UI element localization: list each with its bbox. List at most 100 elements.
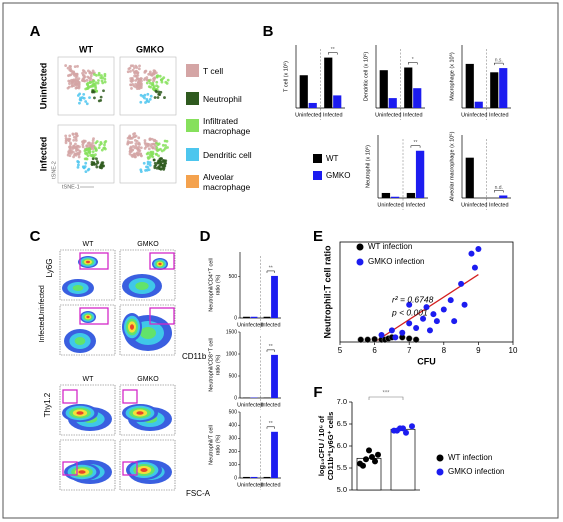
tsne-dot (139, 100, 143, 104)
tsne-dot (92, 162, 96, 166)
bar (263, 476, 271, 478)
tsne-plot (57, 56, 115, 116)
tsne-dot (148, 161, 152, 164)
tsne-dot (134, 144, 138, 148)
flow-density (72, 285, 84, 291)
tsne-dot (95, 73, 98, 77)
significance-label: ** (269, 265, 273, 271)
significance-label: ** (269, 344, 273, 350)
significance-bracket (408, 62, 418, 65)
tsne-dot (153, 138, 157, 142)
tsne-dot (97, 79, 100, 82)
tsne-dot (147, 147, 151, 151)
bar (465, 157, 474, 198)
tsne-dot (101, 76, 105, 80)
tsne-dot (103, 143, 106, 147)
x-tick-label: Uninfected (237, 322, 263, 328)
tsne-dot (157, 154, 160, 158)
tsne-dot (68, 64, 72, 68)
tsne-dot (82, 92, 86, 96)
tsne-dot (67, 137, 71, 141)
tsne-dot (68, 82, 71, 86)
tsne-dot (140, 154, 143, 158)
scatter-point (440, 306, 447, 313)
column-label: WT (83, 241, 95, 248)
tsne-dot (159, 78, 163, 82)
y-tick-label: 0 (234, 315, 237, 321)
tsne-dot (98, 143, 102, 147)
tsne-dot (128, 66, 132, 70)
y-tick-label: 500 (229, 373, 238, 379)
y-axis-label: Macrophage (x 10⁵) (448, 52, 455, 101)
tsne-dot (133, 154, 136, 158)
significance-label: n.s. (495, 57, 503, 63)
tsne-dot (149, 144, 153, 148)
column-label: WT (79, 44, 93, 54)
tsne-dot (142, 161, 146, 165)
scatter-point (371, 335, 378, 343)
y-axis-label: T cell (x 10⁵) (282, 61, 289, 92)
tsne-dot (77, 163, 80, 167)
tsne-dot (134, 85, 138, 89)
tsne-dot (76, 64, 79, 68)
legend-marker (436, 468, 444, 476)
column-label: GMKO (137, 376, 159, 383)
axis-label: FSC-A (186, 489, 211, 498)
y-tick-label: 5.0 (337, 485, 347, 494)
data-point (372, 458, 378, 465)
tsne-dot (72, 72, 76, 76)
tsne-dot (64, 64, 68, 67)
tsne-dot (151, 146, 155, 150)
bar (250, 316, 258, 318)
tsne-dot (147, 79, 151, 83)
tsne-dot (90, 143, 93, 147)
tsne-dot (156, 161, 160, 164)
row-label: Infected (38, 137, 48, 172)
tsne-dot (92, 137, 95, 141)
y-tick-label: 0 (234, 475, 237, 481)
flow-density (130, 324, 134, 330)
x-tick-label: 5 (338, 346, 343, 355)
tsne-dot (86, 141, 90, 145)
tsne-dot (64, 141, 68, 145)
tsne-dot (137, 80, 140, 84)
data-point (394, 427, 400, 434)
tsne-dot (69, 152, 73, 155)
significance-bracket (266, 426, 275, 429)
tsne-dot (152, 86, 156, 89)
scatter-point (364, 336, 371, 343)
tsne-dot (65, 138, 68, 142)
tsne-dot (139, 146, 143, 150)
x-axis-label: CFU (417, 356, 436, 366)
scatter-point (451, 318, 458, 325)
tsne-dot (95, 140, 99, 143)
tsne-dot (137, 78, 141, 82)
scatter-point (447, 297, 454, 304)
tsne-dot (72, 84, 76, 87)
bar (415, 150, 425, 198)
scatter-point (468, 250, 475, 257)
tsne-dot (84, 170, 88, 174)
tsne-dot (147, 157, 150, 160)
tsne-dot (137, 67, 141, 71)
tsne-dot (155, 80, 159, 84)
scatter-point (406, 301, 413, 308)
bar (381, 192, 391, 198)
tsne-dot (85, 78, 89, 82)
scatter-point (423, 304, 430, 311)
figure-border (2, 2, 559, 519)
gate (122, 389, 138, 404)
tsne-dot (129, 149, 132, 153)
panel-letter: D (200, 228, 211, 245)
axis-label: CD11b (182, 352, 207, 361)
x-tick-label: Uninfected (375, 112, 401, 118)
tsne-dot (148, 163, 152, 167)
tsne-dot (133, 132, 137, 135)
tsne-dot (89, 76, 93, 80)
tsne-dot (103, 72, 107, 76)
scatter-point (475, 245, 482, 252)
flow-density (74, 337, 86, 345)
tsne-dot (152, 158, 156, 162)
bar (390, 196, 400, 198)
y-tick-label: 6.5 (337, 419, 347, 428)
